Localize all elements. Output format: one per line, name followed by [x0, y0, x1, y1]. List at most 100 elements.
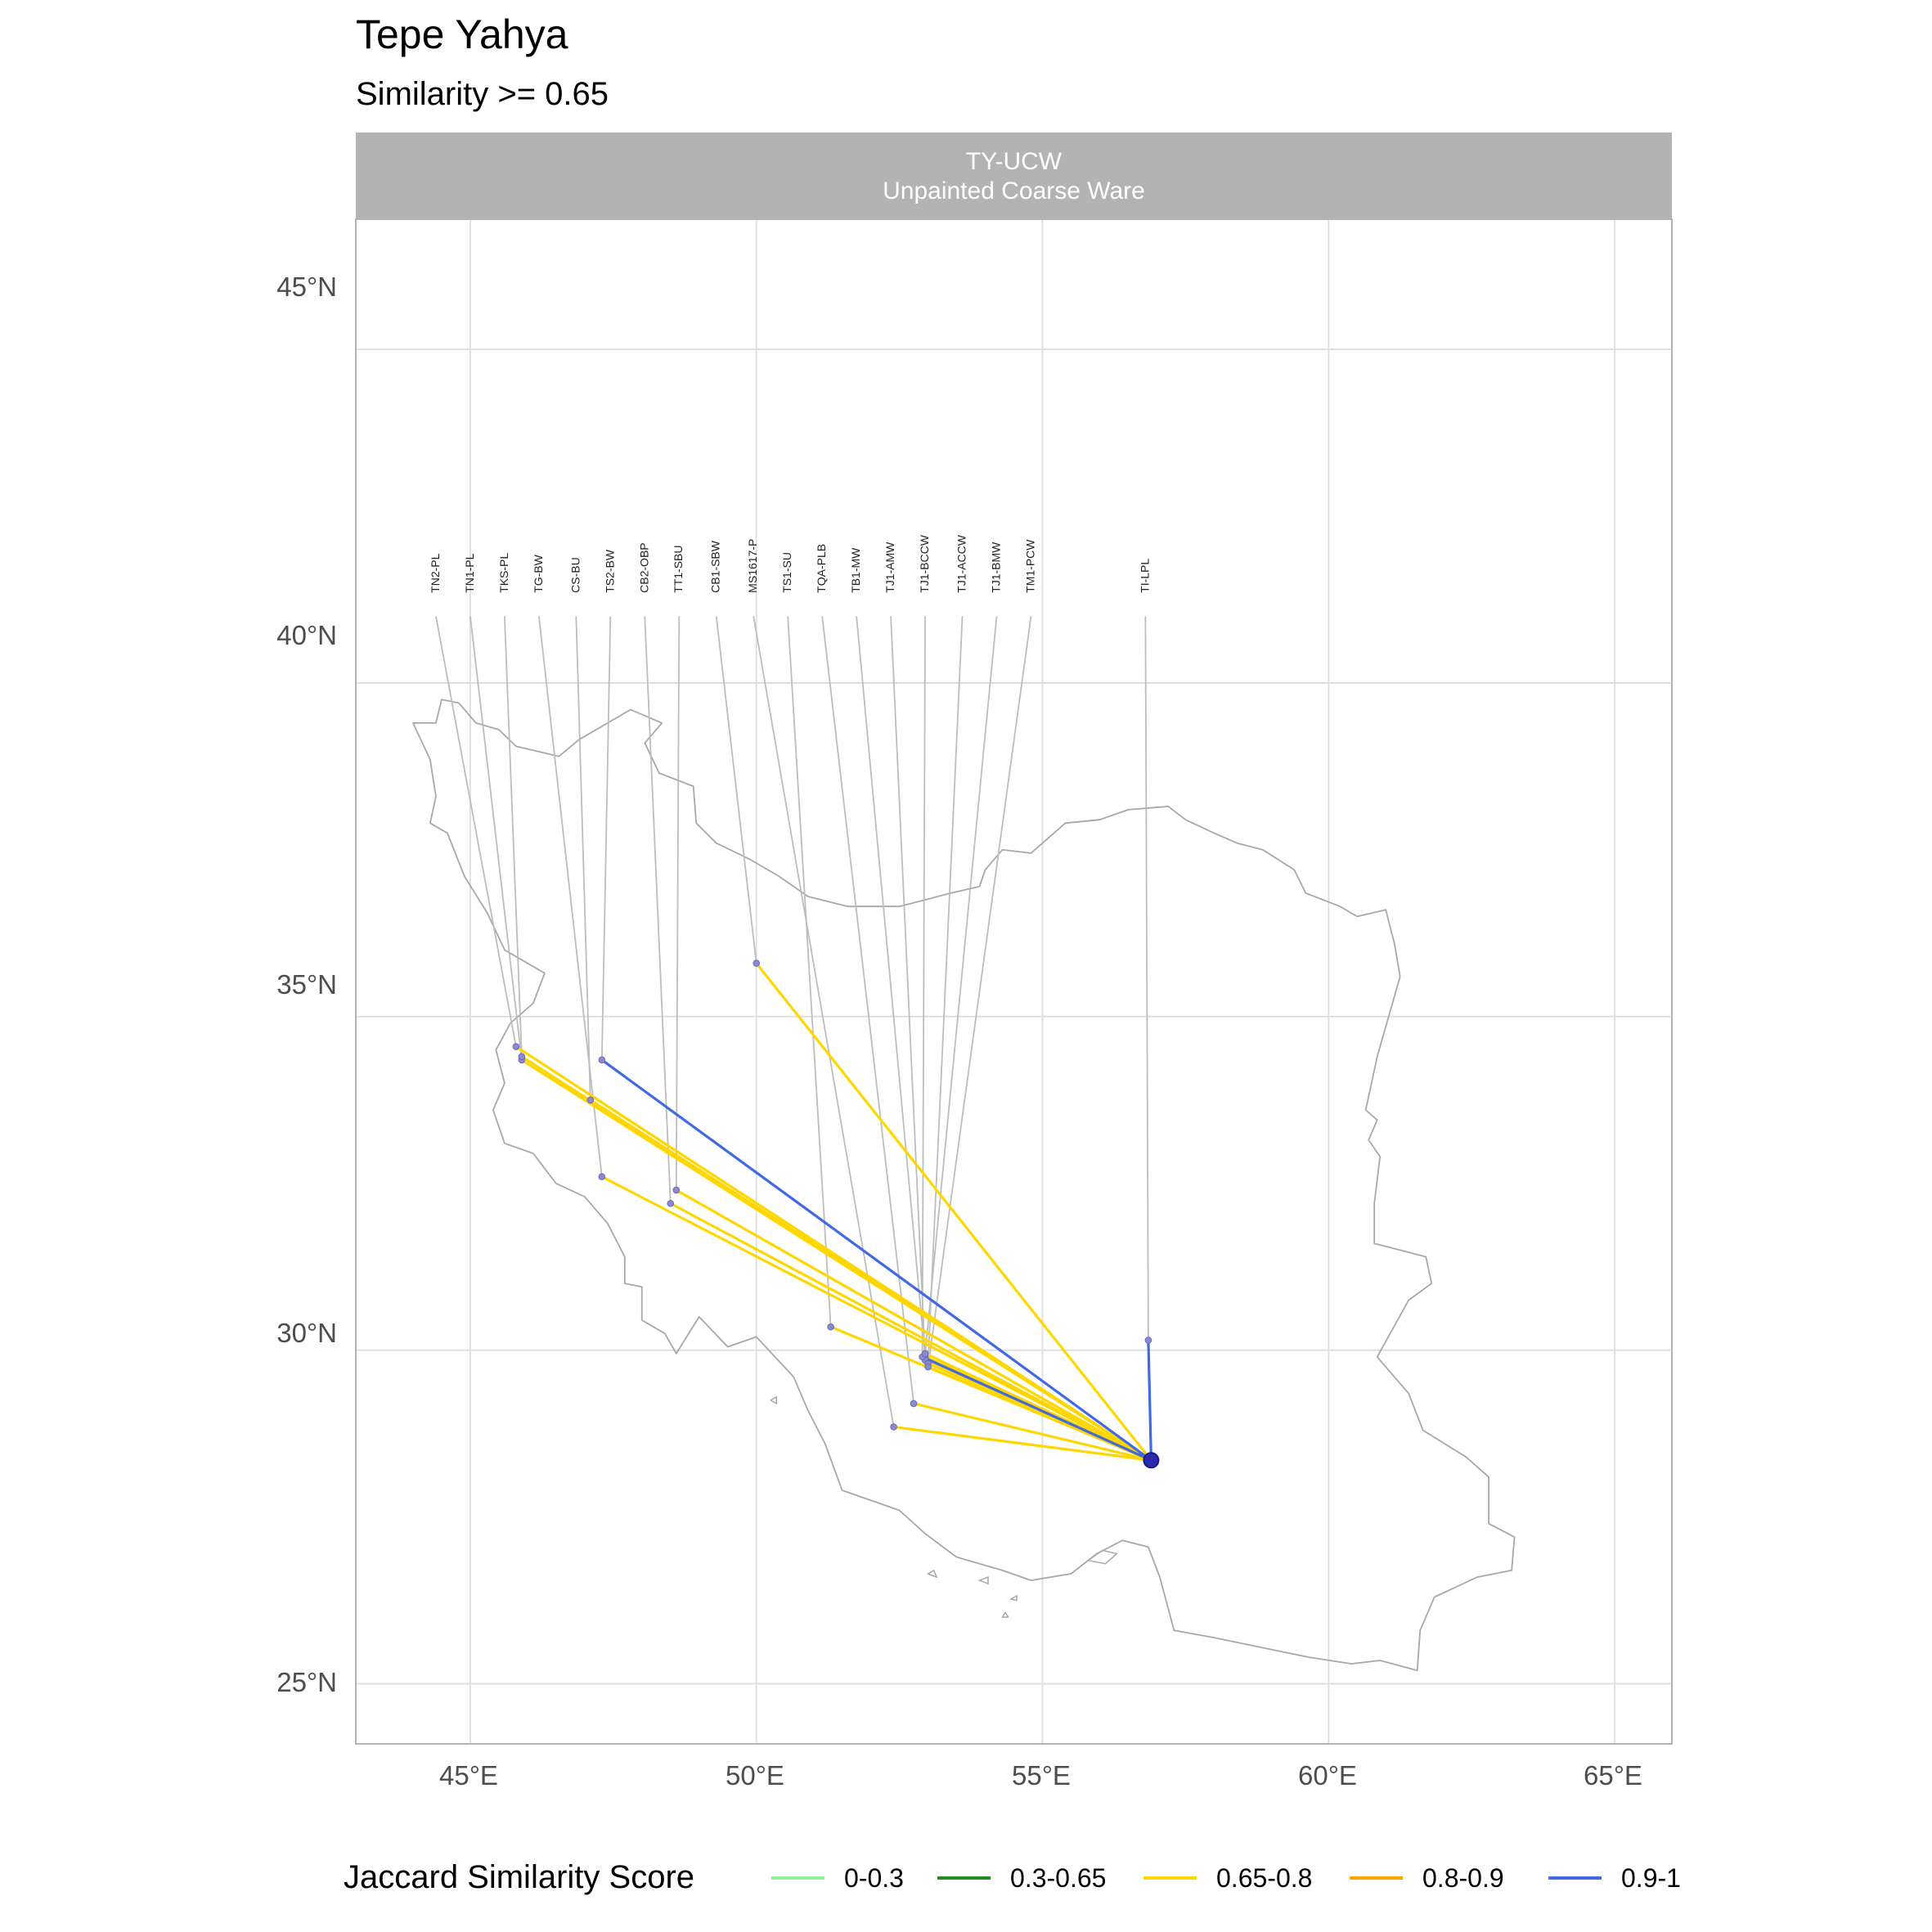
similarity-link: [600, 1175, 1152, 1462]
grid-lines: [356, 219, 1672, 1744]
site-point: [921, 1350, 929, 1358]
site-point: [672, 1186, 681, 1194]
similarity-link: [1147, 1338, 1152, 1462]
similarity-link: [589, 1099, 1152, 1462]
legend: Jaccard Similarity Score 0-0.3 0.3-0.65 …: [344, 1859, 1681, 1895]
origin-point: [1143, 1452, 1160, 1469]
legend-item-label: 0-0.3: [844, 1863, 904, 1893]
panel-border: [355, 218, 1673, 1745]
leader-line: [821, 616, 914, 1404]
site-label: TN2-PL: [429, 553, 442, 592]
x-tick-label: 50°E: [726, 1760, 784, 1790]
leader-line: [856, 616, 926, 1357]
island-outline: [1001, 1611, 1009, 1618]
site-label: TJ1-BMW: [990, 541, 1003, 593]
site-labels: TN2-PL TN1-PL TKS-PL TG-BW CS-BU TS2-BW CB2-OB…: [429, 534, 1151, 593]
label-leader-lines: [435, 616, 1149, 1427]
site-label: MS1617-P: [746, 539, 759, 593]
site-point: [890, 1423, 897, 1431]
site-label: CB2-OBP: [637, 542, 650, 592]
island-outline: [977, 1576, 989, 1585]
leader-line: [715, 616, 757, 964]
leader-line: [470, 616, 523, 1060]
site-label: TJ1-BCCW: [918, 534, 931, 593]
similarity-link: [675, 1188, 1152, 1462]
site-label: TJ1-AMW: [883, 541, 896, 593]
leader-line: [675, 616, 681, 1190]
y-tick-label: 30°N: [276, 1318, 337, 1348]
site-label: TKS-PL: [497, 553, 510, 593]
site-point: [1144, 1337, 1152, 1344]
y-tick-label: 25°N: [276, 1667, 337, 1697]
leader-line: [753, 616, 895, 1427]
legend-item-label: 0.8-0.9: [1422, 1863, 1504, 1893]
chart-title: Tepe Yahya: [356, 11, 568, 57]
similarity-link: [600, 1058, 1152, 1462]
site-point: [518, 1053, 526, 1061]
leader-line: [927, 616, 964, 1364]
similarity-link: [912, 1402, 1152, 1462]
leader-line: [924, 616, 998, 1354]
similarity-link: [920, 1355, 1152, 1462]
legend-title: Jaccard Similarity Score: [344, 1859, 694, 1895]
site-label: TI-LPL: [1138, 559, 1151, 593]
iran-outline: [412, 699, 1516, 1672]
site-point: [827, 1323, 834, 1331]
site-point: [598, 1173, 606, 1180]
leader-line: [435, 616, 517, 1047]
island-outline: [769, 1395, 777, 1405]
leader-line: [575, 616, 591, 1100]
site-point: [586, 1096, 595, 1104]
legend-item-label: 0.65-0.8: [1216, 1863, 1312, 1893]
y-tick-label: 40°N: [276, 620, 337, 650]
chart-subtitle: Similarity >= 0.65: [356, 76, 609, 112]
site-label: TJ1-ACCW: [955, 534, 968, 593]
similarity-link: [892, 1425, 1152, 1462]
island-outline: [1086, 1549, 1118, 1565]
site-points: [512, 959, 1160, 1469]
island-outline: [1009, 1594, 1018, 1602]
x-tick-label: 60°E: [1298, 1760, 1357, 1790]
site-label: TQA-PLB: [815, 544, 828, 593]
y-axis: 45°N 40°N 35°N 30°N 25°N: [276, 272, 337, 1697]
leader-line: [600, 616, 612, 1060]
legend-item-label: 0.9-1: [1621, 1863, 1681, 1893]
site-point: [924, 1363, 932, 1371]
facet-strip: [356, 133, 1672, 219]
similarity-link: [669, 1202, 1152, 1462]
legend-item-label: 0.3-0.65: [1010, 1863, 1106, 1893]
site-point: [598, 1056, 606, 1064]
facet-strip-line1: TY-UCW: [966, 148, 1063, 175]
y-tick-label: 45°N: [276, 272, 337, 302]
x-axis: 45°E 50°E 55°E 60°E 65°E: [439, 1760, 1642, 1790]
leader-line: [537, 616, 603, 1177]
iran-border: [412, 699, 1516, 1672]
leader-line: [787, 616, 832, 1328]
site-label: CS-BU: [568, 557, 582, 593]
site-label: TS2-BW: [603, 549, 616, 593]
panel-background: [356, 219, 1672, 1744]
facet-strip-line2: Unpainted Coarse Ware: [883, 177, 1145, 204]
map-panel: TN2-PL TN1-PL TKS-PL TG-BW CS-BU TS2-BW CB2-OB…: [355, 218, 1673, 1745]
leader-line: [927, 616, 1032, 1368]
leader-line: [503, 616, 523, 1057]
similarity-links: [514, 961, 1152, 1462]
leader-line: [921, 616, 926, 1357]
leader-line: [890, 616, 926, 1360]
site-label: TT1-SBU: [672, 545, 685, 592]
site-label: TS1-SU: [780, 552, 793, 593]
site-point: [910, 1400, 918, 1408]
island-outline: [926, 1569, 938, 1579]
similarity-link: [755, 961, 1152, 1462]
site-label: TM1-PCW: [1023, 539, 1036, 593]
x-tick-label: 45°E: [439, 1760, 498, 1790]
site-label: TN1-PL: [463, 553, 476, 592]
site-point: [667, 1199, 675, 1207]
site-point: [753, 959, 760, 967]
site-label: CB1-SBW: [709, 540, 722, 593]
site-point: [512, 1043, 520, 1050]
site-label: TG-BW: [532, 554, 545, 592]
leader-line: [1144, 616, 1149, 1341]
y-tick-label: 35°N: [276, 969, 337, 1000]
